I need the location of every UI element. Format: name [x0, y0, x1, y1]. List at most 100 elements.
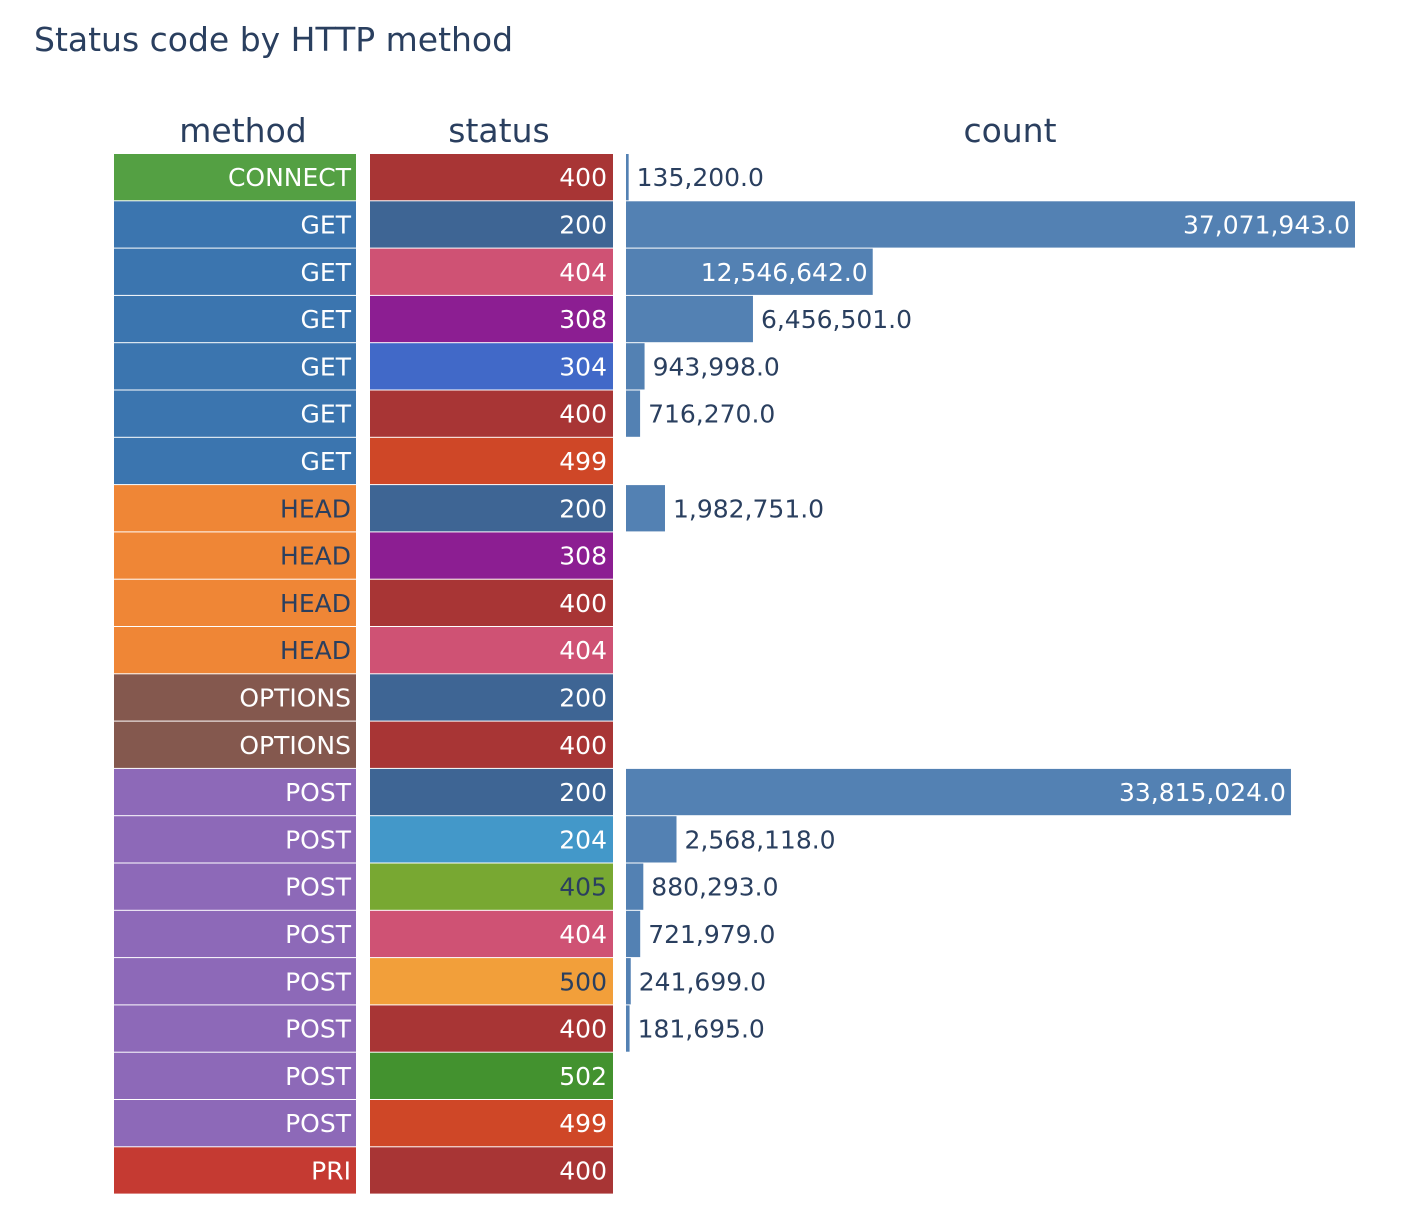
- status-cell: [370, 295, 613, 343]
- status-label: 200: [559, 683, 607, 712]
- table-row: HEAD 200 1,982,751.0: [114, 485, 824, 532]
- status-cell: [370, 248, 613, 295]
- method-label: OPTIONS: [239, 731, 351, 760]
- status-label: 404: [559, 636, 607, 665]
- method-cell: [114, 816, 356, 863]
- status-cell: [370, 1100, 613, 1147]
- status-cell: [370, 910, 613, 958]
- method-cell: [114, 768, 356, 816]
- method-cell: [114, 201, 356, 248]
- table-row: POST 400 181,695.0: [114, 1005, 765, 1052]
- method-label: POST: [285, 1062, 352, 1091]
- count-value-label: 716,270.0: [648, 400, 775, 429]
- method-label: HEAD: [280, 589, 351, 618]
- table-row: GET 200 37,071,943.0: [114, 201, 1355, 248]
- status-label: 400: [559, 163, 607, 192]
- method-cell: [114, 532, 356, 579]
- count-bar: [626, 248, 873, 295]
- table-row: HEAD 400: [114, 579, 613, 626]
- method-label: GET: [301, 210, 352, 239]
- method-cell: [114, 910, 356, 958]
- table-row: GET 499: [114, 437, 613, 485]
- status-cell: [370, 1147, 613, 1194]
- method-cell: [114, 1147, 356, 1194]
- method-label: HEAD: [280, 636, 351, 665]
- status-label: 400: [559, 731, 607, 760]
- method-cell: [114, 1005, 356, 1052]
- table-row: GET 308 6,456,501.0: [114, 295, 912, 343]
- method-cell: [114, 390, 356, 437]
- table-row: HEAD 308: [114, 532, 613, 579]
- method-cell: [114, 1052, 356, 1099]
- status-label: 308: [559, 305, 607, 334]
- table-row: GET 404 12,546,642.0: [114, 248, 873, 295]
- status-cell: [370, 627, 613, 674]
- method-cell: [114, 958, 356, 1005]
- status-cell: [370, 532, 613, 579]
- count-value-label: 241,699.0: [639, 967, 766, 996]
- count-bar: [626, 768, 1291, 816]
- status-cell: [370, 1005, 613, 1052]
- count-value-label: 880,293.0: [651, 873, 778, 902]
- method-label: HEAD: [280, 542, 351, 571]
- table-row: POST 500 241,699.0: [114, 958, 766, 1005]
- status-cell: [370, 343, 613, 390]
- table-row: POST 200 33,815,024.0: [114, 768, 1291, 816]
- table-row: PRI 400: [114, 1147, 613, 1194]
- count-value-label: 943,998.0: [653, 352, 780, 381]
- status-label: 400: [559, 1156, 607, 1185]
- status-cell: [370, 485, 613, 532]
- table-row: POST 204 2,568,118.0: [114, 816, 836, 863]
- status-label: 204: [559, 825, 607, 854]
- count-bar: [626, 201, 1355, 248]
- method-label: POST: [285, 1015, 352, 1044]
- table-row: POST 405 880,293.0: [114, 863, 779, 910]
- count-value-label: 1,982,751.0: [673, 494, 824, 523]
- count-value-label: 2,568,118.0: [685, 825, 836, 854]
- method-label: OPTIONS: [239, 683, 351, 712]
- count-bar: [626, 958, 631, 1005]
- status-cell: [370, 390, 613, 437]
- column-header-method: method: [179, 111, 306, 150]
- status-cell: [370, 154, 613, 201]
- method-label: GET: [301, 258, 352, 287]
- status-cell: [370, 437, 613, 485]
- status-label: 405: [559, 873, 607, 902]
- count-bar: [626, 863, 644, 910]
- method-label: GET: [301, 400, 352, 429]
- method-label: HEAD: [280, 494, 351, 523]
- status-cell: [370, 1052, 613, 1099]
- status-label: 400: [559, 400, 607, 429]
- method-cell: [114, 1100, 356, 1147]
- method-cell: [114, 627, 356, 674]
- status-cell: [370, 579, 613, 626]
- method-cell: [114, 674, 356, 721]
- status-cell: [370, 863, 613, 910]
- method-label: GET: [301, 352, 352, 381]
- method-cell: [114, 437, 356, 485]
- status-label: 400: [559, 589, 607, 618]
- status-label: 500: [559, 967, 607, 996]
- table-row: HEAD 404: [114, 627, 613, 674]
- method-cell: [114, 295, 356, 343]
- count-bar: [626, 154, 629, 201]
- status-cell: [370, 816, 613, 863]
- table-row: OPTIONS 200: [114, 674, 613, 721]
- method-label: CONNECT: [228, 163, 352, 192]
- status-cell: [370, 721, 613, 768]
- count-value-label: 135,200.0: [637, 163, 764, 192]
- table-row: POST 404 721,979.0: [114, 910, 775, 958]
- count-bar: [626, 1005, 630, 1052]
- count-bar: [626, 485, 665, 532]
- count-bar: [626, 343, 645, 390]
- status-label: 499: [559, 447, 607, 476]
- status-label: 200: [559, 494, 607, 523]
- table-row: POST 499: [114, 1100, 613, 1147]
- status-label: 308: [559, 542, 607, 571]
- status-label: 304: [559, 352, 607, 381]
- status-label: 400: [559, 1015, 607, 1044]
- count-bar: [626, 816, 677, 863]
- table-row: POST 502: [114, 1052, 613, 1099]
- method-cell: [114, 248, 356, 295]
- column-header-status: status: [448, 111, 549, 150]
